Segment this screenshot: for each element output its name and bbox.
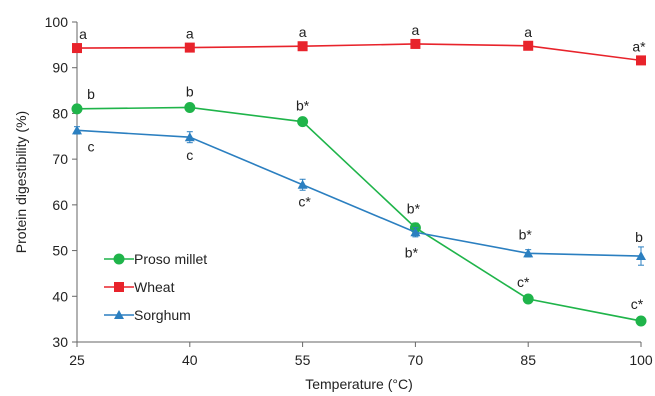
significance-label: c* bbox=[517, 274, 530, 290]
y-tick-label: 60 bbox=[52, 197, 68, 213]
legend-label: Proso millet bbox=[134, 251, 207, 267]
circle-marker bbox=[522, 293, 534, 305]
significance-label: c* bbox=[631, 296, 644, 312]
circle-marker bbox=[71, 103, 83, 115]
square-marker bbox=[114, 282, 124, 292]
series-line-proso-millet bbox=[76, 106, 642, 322]
significance-label: a bbox=[79, 26, 87, 42]
y-tick-label: 80 bbox=[52, 105, 68, 121]
y-tick-label: 30 bbox=[52, 334, 68, 350]
x-axis-title: Temperature (°C) bbox=[305, 376, 413, 392]
legend: Proso millet Wheat Sorghum bbox=[104, 251, 207, 323]
significance-label: b bbox=[186, 83, 194, 99]
square-marker bbox=[184, 42, 195, 53]
triangle-marker bbox=[410, 227, 421, 237]
square-marker bbox=[297, 41, 308, 52]
axes: 30 40 50 60 70 80 90 100 25 40 55 70 85 100 bbox=[45, 14, 653, 368]
x-tick-label: 85 bbox=[520, 352, 536, 368]
legend-item-sorghum: Sorghum bbox=[104, 307, 191, 323]
significance-label: b* bbox=[296, 98, 310, 114]
x-tick-label: 40 bbox=[182, 352, 198, 368]
square-marker bbox=[410, 38, 421, 49]
legend-label: Wheat bbox=[134, 279, 175, 295]
significance-label: b* bbox=[407, 201, 421, 217]
x-tick-label: 25 bbox=[69, 352, 85, 368]
triangle-marker bbox=[636, 251, 646, 261]
significance-label: a bbox=[524, 24, 532, 40]
y-tick-label: 40 bbox=[52, 288, 68, 304]
y-tick-label: 70 bbox=[52, 151, 68, 167]
legend-label: Sorghum bbox=[134, 307, 191, 323]
series-sorghum bbox=[72, 125, 646, 266]
significance-label: a* bbox=[632, 38, 646, 54]
y-tick-label: 50 bbox=[52, 243, 68, 259]
legend-item-wheat: Wheat bbox=[104, 279, 175, 295]
significance-label: c bbox=[186, 147, 193, 163]
y-tick-label: 100 bbox=[45, 14, 69, 30]
significance-label: b bbox=[635, 229, 643, 245]
x-tick-label: 70 bbox=[408, 352, 424, 368]
square-marker bbox=[636, 55, 646, 66]
square-marker bbox=[72, 43, 82, 54]
significance-label: a bbox=[186, 26, 194, 42]
significance-label: c bbox=[88, 138, 95, 154]
x-tick-label: 55 bbox=[295, 352, 311, 368]
series-wheat bbox=[72, 38, 646, 66]
series-proso-millet bbox=[71, 101, 647, 327]
significance-label: c* bbox=[298, 194, 311, 210]
triangle-marker bbox=[523, 248, 534, 258]
triangle-marker bbox=[297, 179, 308, 189]
series-layer bbox=[71, 38, 647, 327]
x-tick-label: 100 bbox=[629, 352, 653, 368]
circle-marker bbox=[297, 116, 309, 128]
significance-label: a bbox=[299, 24, 307, 40]
significance-label: b bbox=[87, 86, 95, 102]
square-marker bbox=[523, 40, 534, 51]
significance-label: a bbox=[412, 22, 420, 38]
triangle-marker bbox=[72, 125, 82, 135]
significance-label: b* bbox=[405, 244, 419, 260]
legend-item-proso-millet: Proso millet bbox=[104, 251, 207, 267]
triangle-marker bbox=[184, 132, 195, 142]
triangle-marker bbox=[114, 310, 124, 319]
significance-label: b* bbox=[519, 226, 533, 242]
y-axis-title: Protein digestibility (%) bbox=[13, 111, 29, 253]
significance-labels: a a a a a a* b b b* b* c* c* c c c* b* b* b bbox=[79, 22, 646, 312]
y-tick-label: 90 bbox=[52, 60, 68, 76]
circle-marker bbox=[635, 315, 647, 327]
series-line-sorghum bbox=[76, 129, 642, 257]
circle-marker bbox=[184, 101, 196, 113]
series-line-wheat bbox=[76, 43, 642, 62]
circle-marker bbox=[113, 253, 125, 265]
